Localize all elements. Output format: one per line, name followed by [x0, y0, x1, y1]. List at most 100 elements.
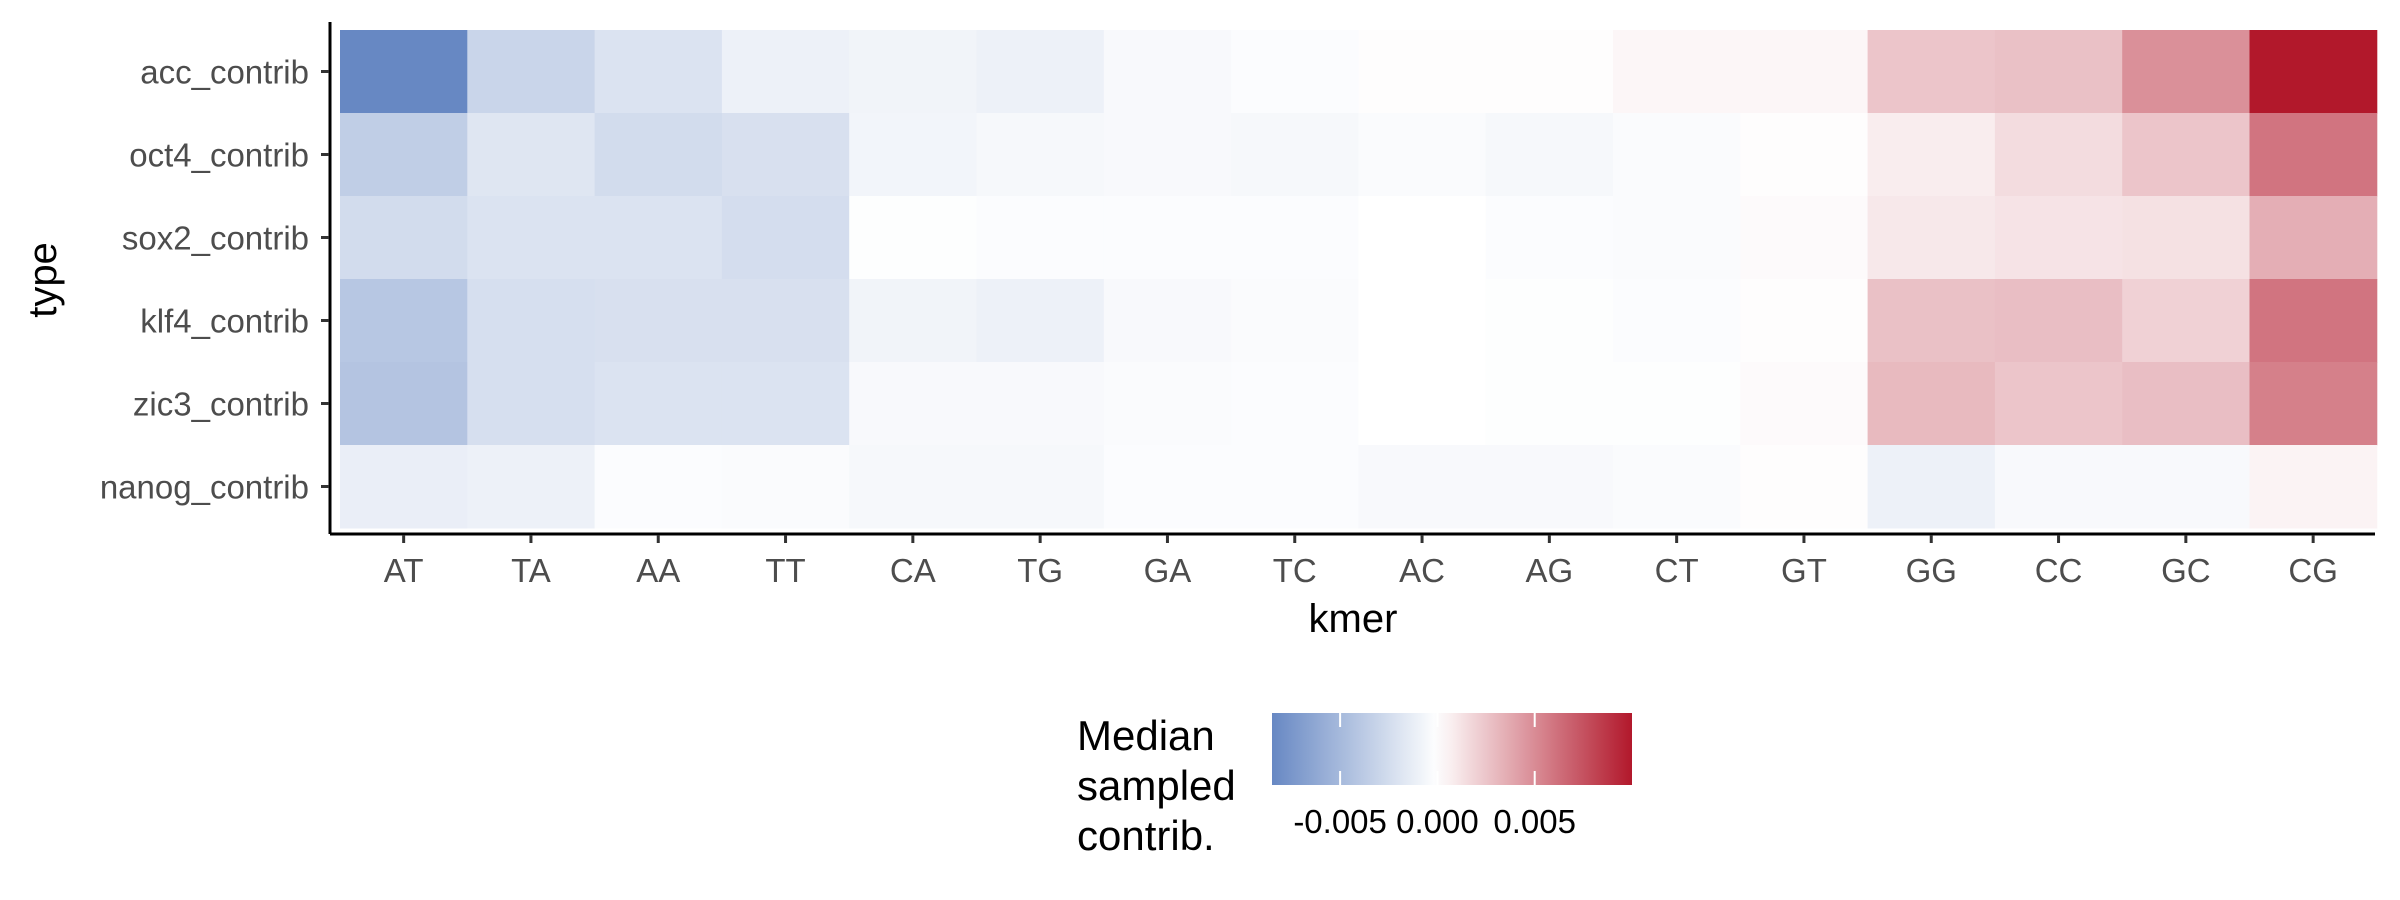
heatmap-cell: [2122, 279, 2250, 363]
heatmap-cell: [1103, 279, 1232, 363]
heatmap-cell: [340, 113, 468, 197]
heatmap-cell: [1740, 30, 1869, 114]
x-tick-label: GC: [2161, 552, 2211, 589]
heatmap-cell: [2249, 113, 2378, 197]
heatmap-cell: [1103, 30, 1232, 114]
heatmap-cell: [2122, 196, 2250, 280]
x-axis-title: kmer: [1309, 597, 1398, 641]
y-tick-label: zic3_contrib: [133, 386, 309, 423]
heatmap-cell: [2249, 445, 2378, 529]
heatmap-cell: [1103, 445, 1232, 529]
heatmap-cell: [976, 445, 1105, 529]
heatmap-cell: [1358, 113, 1487, 197]
x-tick-label: GG: [1906, 552, 1957, 589]
heatmap-cell: [1485, 445, 1614, 529]
y-tick-label: sox2_contrib: [122, 220, 309, 257]
heatmap-cell: [976, 113, 1105, 197]
heatmap-cell: [1740, 196, 1869, 280]
heatmap-cell: [1613, 279, 1741, 363]
heatmap-cell: [1231, 196, 1359, 280]
y-tick-label: nanog_contrib: [100, 469, 309, 506]
heatmap-cell: [849, 113, 977, 197]
heatmap-cell: [1358, 279, 1487, 363]
heatmap-cell: [1231, 113, 1359, 197]
heatmap-cell: [721, 113, 850, 197]
heatmap-cell: [1867, 30, 1996, 114]
heatmap-cell: [1994, 362, 2123, 446]
heatmap-cell: [1867, 196, 1996, 280]
heatmap-cell: [1613, 30, 1741, 114]
x-tick-label: AC: [1399, 552, 1445, 589]
heatmap-cell: [340, 362, 468, 446]
heatmap-cell: [1994, 196, 2123, 280]
legend-ticks: -0.005 0.000 0.005: [1293, 713, 1576, 840]
heatmap-cell: [1485, 113, 1614, 197]
x-tick-label: AT: [384, 552, 424, 589]
heatmap-cell: [1231, 279, 1359, 363]
heatmap-cell: [721, 30, 850, 114]
heatmap-cell: [1485, 30, 1614, 114]
heatmap-cell: [467, 362, 596, 446]
x-tick-label: TA: [511, 552, 551, 589]
heatmap-cell: [594, 30, 723, 114]
heatmap-cell: [1740, 445, 1869, 529]
x-tick-label: GA: [1144, 552, 1192, 589]
heatmap-cell: [2249, 279, 2378, 363]
legend-tick-label: 0.005: [1493, 803, 1576, 840]
heatmap-cell: [1613, 196, 1741, 280]
heatmap-cell: [2122, 30, 2250, 114]
heatmap-cell: [1103, 113, 1232, 197]
x-axis-ticks: AT TA AA TT CA TG GA TC AC AG CT GT GG CC GC CG: [384, 535, 2338, 589]
heatmap-cell: [976, 362, 1105, 446]
heatmap-cell: [1613, 362, 1741, 446]
y-axis-ticks: acc_contrib oct4_contrib sox2_contrib klf4_…: [100, 54, 329, 506]
heatmap-cell: [1613, 113, 1741, 197]
heatmap-cell: [721, 362, 850, 446]
heatmap-cell: [1613, 445, 1741, 529]
heatmap-cell: [1867, 445, 1996, 529]
legend-title-line-1: Median: [1077, 712, 1215, 759]
heatmap-cell: [1358, 445, 1487, 529]
heatmap-cell: [2249, 196, 2378, 280]
heatmap-cell: [1358, 362, 1487, 446]
heatmap-cell: [1867, 113, 1996, 197]
heatmap-cell: [2249, 30, 2378, 114]
legend-title-line-2: sampled: [1077, 762, 1236, 809]
y-tick-label: oct4_contrib: [129, 137, 309, 174]
heatmap-cell: [721, 196, 850, 280]
heatmap-cell: [976, 30, 1105, 114]
heatmap-cell: [849, 196, 977, 280]
heatmap-cell: [594, 279, 723, 363]
legend-title-line-3: contrib.: [1077, 812, 1215, 859]
heatmap-cell: [1358, 30, 1487, 114]
heatmap-cell: [1231, 362, 1359, 446]
x-tick-label: AA: [636, 552, 680, 589]
heatmap-cell: [976, 279, 1105, 363]
heatmap-cell: [2249, 362, 2378, 446]
x-tick-label: CA: [890, 552, 936, 589]
heatmap-cell: [594, 362, 723, 446]
heatmap-cell: [467, 196, 596, 280]
legend-colorbar: [1272, 713, 1632, 785]
x-tick-label: TT: [765, 552, 805, 589]
heatmap-cell: [976, 196, 1105, 280]
heatmap-cell: [1485, 196, 1614, 280]
heatmap-cell: [849, 30, 977, 114]
heatmap-cell: [2122, 362, 2250, 446]
x-tick-label: CT: [1655, 552, 1699, 589]
heatmap-cell: [1994, 279, 2123, 363]
heatmap-cell: [849, 445, 977, 529]
x-tick-label: CC: [2035, 552, 2083, 589]
heatmap-cell: [340, 445, 468, 529]
heatmap-cell: [1867, 279, 1996, 363]
heatmap-cells: [340, 30, 2378, 529]
heatmap-cell: [340, 30, 468, 114]
heatmap-cell: [1103, 362, 1232, 446]
heatmap-cell: [1485, 279, 1614, 363]
heatmap-cell: [2122, 445, 2250, 529]
heatmap-cell: [1740, 362, 1869, 446]
heatmap-cell: [849, 279, 977, 363]
heatmap-cell: [721, 279, 850, 363]
heatmap-cell: [1740, 279, 1869, 363]
